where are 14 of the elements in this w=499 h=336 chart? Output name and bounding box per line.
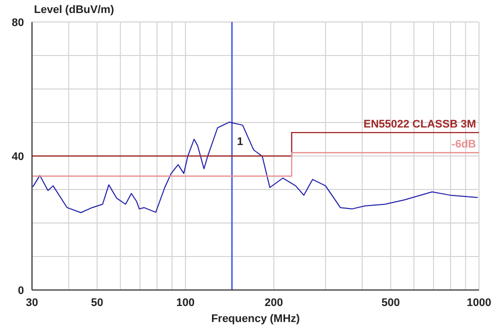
x-tick-label: 30 xyxy=(26,296,38,309)
y-tick-label: 40 xyxy=(12,150,24,163)
y-axis-title: Level (dBuV/m) xyxy=(34,4,114,16)
x-tick-label: 200 xyxy=(264,296,284,309)
y-tick-label: 0 xyxy=(18,284,24,297)
y-tick-label: 80 xyxy=(12,16,24,29)
annotation: 1 xyxy=(236,136,244,148)
series-label: -6dB xyxy=(452,138,476,151)
x-tick-label: 1000 xyxy=(466,296,492,309)
x-tick-label: 50 xyxy=(90,296,104,309)
x-tick-label: 500 xyxy=(381,296,400,309)
series-label: EN55022 CLASSB 3M xyxy=(364,118,476,131)
x-tick-label: 100 xyxy=(176,296,195,309)
x-axis-title: Frequency (MHz) xyxy=(211,313,300,325)
